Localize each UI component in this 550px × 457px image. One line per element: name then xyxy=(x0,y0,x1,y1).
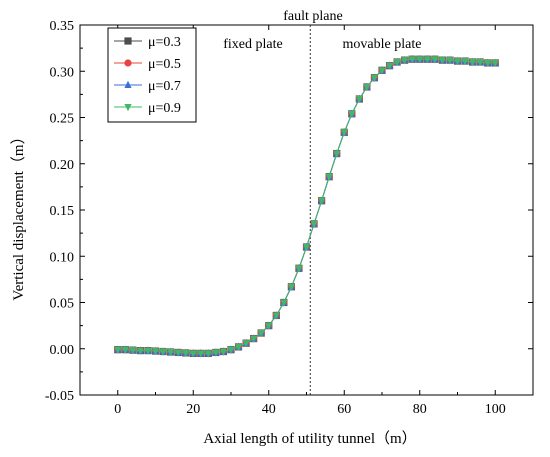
y-tick-label: 0.10 xyxy=(50,250,75,265)
data-point xyxy=(280,299,288,307)
x-tick-label: 0 xyxy=(114,402,121,417)
x-tick-label: 40 xyxy=(262,402,276,417)
legend-item: μ=0.9 xyxy=(114,101,181,116)
data-point xyxy=(227,346,235,354)
data-point xyxy=(491,59,499,68)
fixed-plate-label: fixed plate xyxy=(223,37,282,52)
x-tick-label: 100 xyxy=(485,402,506,417)
legend-item: μ=0.3 xyxy=(114,35,181,50)
series-4 xyxy=(114,56,499,358)
y-tick-label: 0.15 xyxy=(50,204,75,219)
data-point xyxy=(401,57,409,65)
data-point xyxy=(423,56,431,64)
data-point xyxy=(431,56,439,64)
data-point xyxy=(408,56,416,64)
data-point xyxy=(355,96,363,104)
data-point xyxy=(182,349,190,358)
data-point xyxy=(242,340,250,348)
legend-label: μ=0.3 xyxy=(148,35,181,50)
data-point xyxy=(393,59,401,67)
data-point xyxy=(121,346,129,354)
data-point xyxy=(484,59,492,68)
data-point xyxy=(370,74,379,82)
x-axis-title: Axial length of utility tunnel（m） xyxy=(203,430,416,447)
data-point xyxy=(310,220,318,229)
y-tick-label: -0.05 xyxy=(45,389,74,404)
data-point xyxy=(212,349,220,357)
data-point xyxy=(318,197,326,205)
data-point xyxy=(250,335,258,343)
data-point xyxy=(129,347,137,355)
y-axis-title: Vertical displacement（m） xyxy=(10,129,27,300)
y-tick-label: 0.35 xyxy=(50,19,75,34)
legend-label: μ=0.9 xyxy=(148,101,181,116)
y-tick-label: 0.20 xyxy=(50,158,75,173)
legend-label: μ=0.7 xyxy=(148,79,181,94)
data-point xyxy=(159,348,167,356)
data-point xyxy=(385,62,394,70)
legend-marker xyxy=(124,80,132,88)
data-point xyxy=(219,348,228,356)
data-point xyxy=(453,58,462,66)
data-point xyxy=(363,83,371,92)
data-point xyxy=(151,348,160,356)
data-point xyxy=(340,129,348,137)
data-point xyxy=(197,350,205,358)
data-point xyxy=(348,110,356,118)
data-point xyxy=(476,59,484,67)
data-point xyxy=(461,58,469,66)
axes-layer: 0 20 40 60 80 100 -0.05 0.00 0.05 0.10 0.15 0.20 0.2… xyxy=(45,19,534,417)
data-point xyxy=(114,346,122,354)
x-tick-label: 60 xyxy=(337,402,351,417)
data-point xyxy=(272,312,280,320)
data-point xyxy=(204,350,212,358)
data-point xyxy=(257,330,265,338)
data-point xyxy=(189,350,197,358)
data-point xyxy=(333,150,341,158)
legend-marker xyxy=(124,104,132,112)
data-point xyxy=(325,173,333,181)
data-point xyxy=(287,283,295,291)
data-point xyxy=(416,56,424,64)
fault-plane-label: fault plane xyxy=(283,9,342,24)
y-tick-label: 0.30 xyxy=(50,65,75,80)
data-point xyxy=(174,349,182,357)
legend-item: μ=0.7 xyxy=(114,79,181,94)
data-point xyxy=(136,347,144,355)
x-tick-label: 20 xyxy=(186,402,200,417)
data-point xyxy=(469,59,477,67)
data-point xyxy=(234,343,243,352)
legend-item: μ=0.5 xyxy=(114,57,181,72)
data-point xyxy=(438,57,446,65)
data-point xyxy=(265,322,273,330)
legend: μ=0.3 μ=0.5 μ=0.7 μ=0.9 xyxy=(107,27,197,123)
series-layer xyxy=(114,55,499,358)
legend-box xyxy=(107,27,197,123)
data-point xyxy=(167,348,175,357)
legend-label: μ=0.5 xyxy=(148,57,181,72)
movable-plate-label: movable plate xyxy=(343,37,422,52)
x-tick-label: 80 xyxy=(413,402,427,417)
data-point xyxy=(144,347,152,355)
data-point xyxy=(302,244,311,252)
y-tick-label: 0.05 xyxy=(50,297,75,312)
y-tick-label: 0.00 xyxy=(50,343,75,358)
annotation-layer: fault plane fixed plate movable plate xyxy=(223,9,421,52)
data-point xyxy=(295,265,303,273)
data-point xyxy=(446,57,454,65)
legend-marker xyxy=(124,37,132,45)
legend-marker xyxy=(124,59,132,67)
y-tick-label: 0.25 xyxy=(50,112,75,127)
data-point xyxy=(378,67,386,75)
